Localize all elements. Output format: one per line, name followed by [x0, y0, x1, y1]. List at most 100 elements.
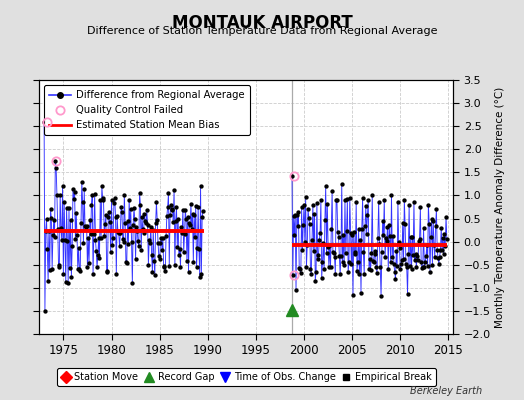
Point — [137, 247, 145, 254]
Point — [371, 248, 379, 254]
Point — [45, 228, 53, 235]
Point — [170, 187, 178, 194]
Point — [52, 164, 60, 171]
Point — [310, 248, 318, 254]
Point — [183, 258, 191, 264]
Point — [53, 192, 61, 199]
Point — [177, 224, 185, 230]
Point — [70, 189, 79, 196]
Point — [434, 260, 443, 267]
Point — [396, 266, 405, 272]
Point — [384, 266, 392, 272]
Point — [411, 251, 420, 257]
Point — [310, 211, 319, 217]
Point — [395, 245, 403, 252]
Point — [395, 239, 403, 245]
Point — [76, 268, 84, 275]
Point — [49, 232, 57, 238]
Point — [62, 279, 70, 286]
Point — [340, 262, 348, 268]
Point — [168, 206, 176, 213]
Point — [332, 197, 340, 203]
Point — [417, 258, 425, 265]
Point — [323, 201, 332, 207]
Point — [140, 211, 149, 217]
Point — [174, 252, 183, 258]
Point — [422, 242, 431, 249]
Point — [392, 248, 400, 254]
Point — [97, 183, 106, 190]
Point — [89, 270, 97, 277]
Point — [101, 221, 110, 227]
Point — [195, 274, 204, 280]
Point — [370, 251, 379, 257]
Point — [438, 247, 446, 254]
Point — [292, 287, 300, 293]
Point — [361, 223, 369, 230]
Point — [57, 225, 65, 231]
Point — [142, 220, 150, 227]
Point — [402, 264, 411, 270]
Point — [156, 256, 164, 262]
Point — [366, 266, 375, 273]
Point — [194, 204, 202, 211]
Point — [398, 256, 406, 263]
Point — [333, 197, 341, 203]
Point — [118, 236, 127, 242]
Point — [169, 219, 178, 226]
Point — [197, 271, 205, 277]
Point — [63, 238, 72, 244]
Point — [151, 220, 160, 226]
Point — [373, 269, 381, 276]
Point — [180, 231, 189, 238]
Point — [184, 268, 193, 275]
Point — [356, 237, 364, 244]
Point — [320, 266, 329, 272]
Point — [292, 212, 301, 218]
Point — [188, 226, 196, 232]
Point — [298, 247, 307, 254]
Point — [402, 260, 410, 267]
Point — [171, 218, 180, 224]
Point — [124, 241, 133, 247]
Point — [295, 265, 303, 271]
Point — [378, 218, 387, 224]
Point — [51, 158, 60, 164]
Point — [405, 202, 413, 208]
Point — [387, 259, 395, 265]
Point — [432, 206, 441, 212]
Point — [429, 218, 438, 224]
Point — [103, 268, 112, 274]
Point — [324, 244, 332, 250]
Point — [431, 222, 440, 229]
Point — [337, 181, 346, 187]
Point — [122, 259, 130, 266]
Text: Berkeley Earth: Berkeley Earth — [410, 386, 482, 396]
Point — [387, 192, 396, 199]
Point — [156, 240, 165, 246]
Point — [291, 212, 299, 218]
Point — [399, 256, 408, 262]
Point — [435, 254, 444, 260]
Point — [390, 261, 398, 267]
Point — [93, 264, 101, 270]
Point — [178, 230, 187, 237]
Point — [183, 214, 192, 220]
Point — [326, 264, 335, 270]
Point — [329, 249, 337, 256]
Point — [407, 266, 416, 272]
Point — [44, 278, 52, 284]
Point — [363, 212, 372, 218]
Y-axis label: Monthly Temperature Anomaly Difference (°C): Monthly Temperature Anomaly Difference (… — [495, 86, 505, 328]
Point — [293, 222, 302, 229]
Point — [409, 251, 417, 258]
Point — [102, 212, 110, 218]
Point — [347, 261, 356, 267]
Point — [412, 264, 421, 270]
Point — [117, 204, 125, 210]
Point — [60, 199, 68, 206]
Point — [362, 203, 370, 209]
Point — [66, 265, 74, 271]
Point — [128, 280, 137, 286]
Point — [91, 191, 99, 197]
